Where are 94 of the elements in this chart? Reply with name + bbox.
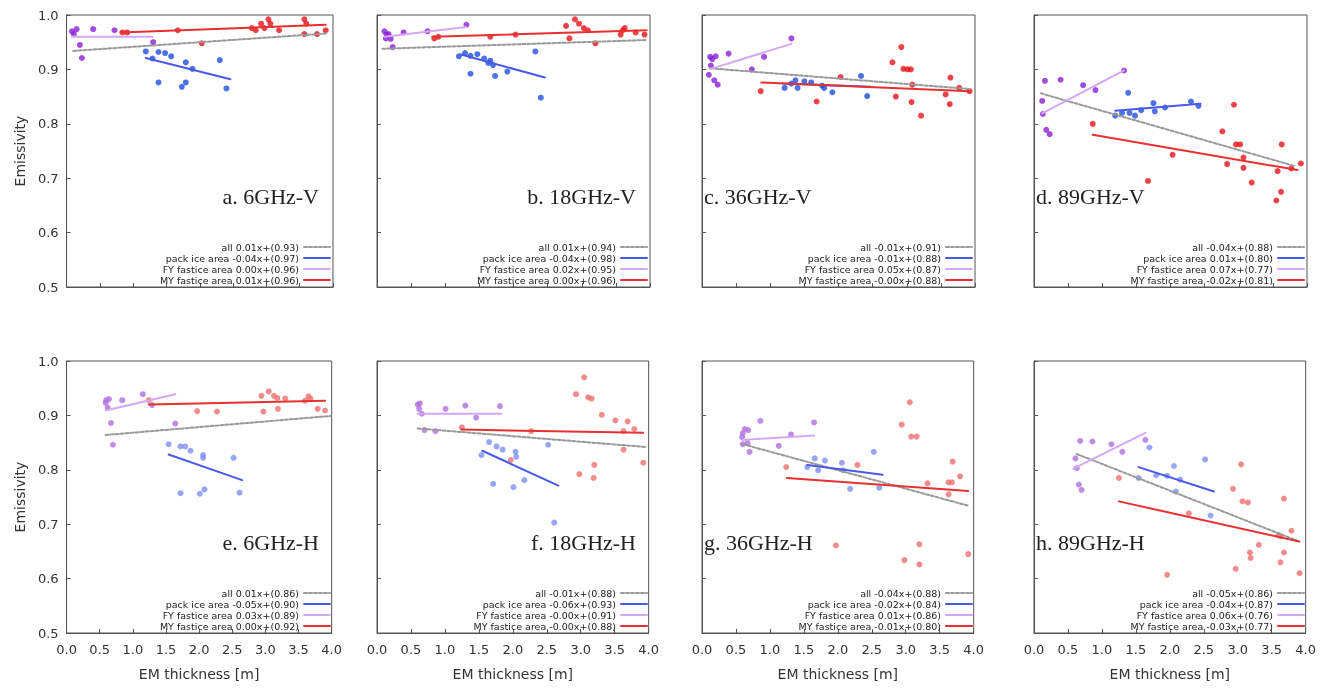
legend-label: FY fastice area 0.06x+(0.76) xyxy=(1136,609,1273,621)
x-tick-label: 0.0 xyxy=(691,642,713,657)
x-tick-label: 2.5 xyxy=(221,642,243,657)
legend-label: MY fastice area -0.00x+(0.88) xyxy=(473,620,616,632)
legend-label: FY fastice area 0.03x+(0.89) xyxy=(162,609,299,621)
y-tick-label: 0.6 xyxy=(37,225,59,241)
x-tick-label: 0.0 xyxy=(56,642,77,657)
legend-label: pack ice area -0.04x+(0.98) xyxy=(482,252,616,264)
x-tick-label: 4.0 xyxy=(638,642,660,657)
y-axis-title: Emissivity xyxy=(12,461,28,533)
legend-label: pack ice area 0.01x+(0.80) xyxy=(1143,252,1273,264)
annotation: f. 18GHz-H xyxy=(530,529,637,555)
annotation: g. 36GHz-H xyxy=(704,529,813,555)
legend-label: all 0.01x+(0.93) xyxy=(221,241,299,253)
legend-label: MY fastice area 0.00x+(0.96) xyxy=(476,274,616,286)
x-tick-label: 4.0 xyxy=(963,642,985,657)
x-tick-label: 3.0 xyxy=(1227,642,1249,657)
x-tick-label: 2.5 xyxy=(861,642,883,657)
x-tick-label: 3.5 xyxy=(929,642,951,657)
x-tick-label: 4.0 xyxy=(321,642,343,657)
x-tick-label: 1.5 xyxy=(155,642,177,657)
x-tick-label: 1.5 xyxy=(793,642,815,657)
x-tick-label: 3.5 xyxy=(288,642,309,657)
x-tick-label: 4.0 xyxy=(1295,642,1317,657)
x-tick-label: 0.5 xyxy=(89,642,111,657)
x-tick-label: 0.0 xyxy=(366,642,388,657)
y-tick-label: 0.8 xyxy=(37,116,59,132)
y-tick-label: 0.7 xyxy=(37,516,59,532)
legend-label: MY fastice area -0.01x+(0.80) xyxy=(798,620,941,632)
legend-label: pack ice area -0.02x+(0.84) xyxy=(807,598,941,610)
legend-label: FY fastice area 0.05x+(0.87) xyxy=(804,263,941,275)
annotation: d. 89GHz-V xyxy=(1036,183,1145,209)
legend-label: FY fastice area 0.01x+(0.86) xyxy=(804,609,941,621)
x-tick-label: 2.0 xyxy=(502,642,524,657)
x-tick-label: 2.5 xyxy=(536,642,558,657)
x-tick-label: 2.0 xyxy=(1159,642,1181,657)
annotation: h. 89GHz-H xyxy=(1036,529,1145,555)
legend-label: pack ice area -0.05x+(0.90) xyxy=(165,598,299,610)
x-tick-label: 2.5 xyxy=(1193,642,1215,657)
legend-label: MY fastice area 0.00x+(0.92) xyxy=(159,620,299,632)
legend-label: MY fastice area 0.01x+(0.96) xyxy=(159,274,299,286)
x-axis-title: EM thickness [m] xyxy=(138,666,260,682)
x-tick-label: 2.0 xyxy=(827,642,849,657)
y-tick-label: 0.7 xyxy=(37,170,59,186)
x-tick-label: 3.0 xyxy=(570,642,592,657)
legend-label: pack ice area -0.04x+(0.87) xyxy=(1139,598,1273,610)
legend-label: all -0.01x+(0.91) xyxy=(860,241,941,253)
legend-label: FY fastice area 0.07x+(0.77) xyxy=(1136,263,1273,275)
y-tick-label: 1.0 xyxy=(37,353,59,369)
x-tick-label: 1.0 xyxy=(759,642,781,657)
x-tick-label: 1.5 xyxy=(1125,642,1147,657)
x-tick-label: 3.0 xyxy=(255,642,276,657)
y-tick-label: 0.6 xyxy=(37,571,59,587)
legend-label: pack ice area -0.01x+(0.88) xyxy=(807,252,941,264)
legend-label: all 0.01x+(0.94) xyxy=(538,241,616,253)
legend-label: all -0.05x+(0.86) xyxy=(1192,587,1273,599)
y-tick-label: 1.0 xyxy=(37,7,59,23)
x-tick-label: 2.0 xyxy=(188,642,210,657)
legend-label: all -0.01x+(0.88) xyxy=(535,587,616,599)
y-tick-label: 0.5 xyxy=(37,279,59,295)
x-axis-title: EM thickness [m] xyxy=(452,666,574,682)
x-tick-label: 1.0 xyxy=(1091,642,1113,657)
x-tick-label: 3.0 xyxy=(895,642,917,657)
x-tick-label: 1.5 xyxy=(468,642,490,657)
legend-label: all 0.01x+(0.86) xyxy=(221,587,299,599)
x-tick-label: 3.5 xyxy=(1261,642,1283,657)
annotation: b. 18GHz-V xyxy=(527,183,637,209)
y-tick-label: 0.9 xyxy=(37,61,59,77)
x-tick-label: 0.5 xyxy=(400,642,422,657)
annotation: a. 6GHz-V xyxy=(222,183,320,209)
legend-label: FY fastice area -0.00x+(0.91) xyxy=(476,609,616,621)
x-axis-title: EM thickness [m] xyxy=(1109,666,1231,682)
x-tick-label: 0.5 xyxy=(1057,642,1079,657)
annotation: e. 6GHz-H xyxy=(222,529,320,555)
legend-label: FY fastice area 0.00x+(0.96) xyxy=(162,263,299,275)
legend-label: MY fastice area -0.00x+(0.88) xyxy=(798,274,941,286)
y-tick-label: 0.8 xyxy=(37,462,59,478)
legend-label: pack ice area -0.04x+(0.97) xyxy=(165,252,299,264)
x-axis-title: EM thickness [m] xyxy=(777,666,899,682)
y-axis-title: Emissivity xyxy=(12,115,28,187)
legend-label: MY fastice area -0.03x+(0.77) xyxy=(1130,620,1273,632)
legend-label: FY fastice area 0.02x+(0.95) xyxy=(479,263,616,275)
x-tick-label: 1.0 xyxy=(434,642,456,657)
x-tick-label: 3.5 xyxy=(604,642,626,657)
annotation: c. 36GHz-V xyxy=(704,183,812,209)
legend-label: MY fastice area -0.02x+(0.81) xyxy=(1130,274,1273,286)
legend-label: all -0.04x+(0.88) xyxy=(860,587,941,599)
legend-label: pack ice area -0.06x+(0.93) xyxy=(482,598,616,610)
y-tick-label: 0.9 xyxy=(37,407,59,423)
x-tick-label: 0.5 xyxy=(725,642,747,657)
x-tick-label: 0.0 xyxy=(1023,642,1045,657)
legend-label: all -0.04x+(0.88) xyxy=(1192,241,1273,253)
x-tick-label: 1.0 xyxy=(122,642,144,657)
y-tick-label: 0.5 xyxy=(37,625,59,641)
